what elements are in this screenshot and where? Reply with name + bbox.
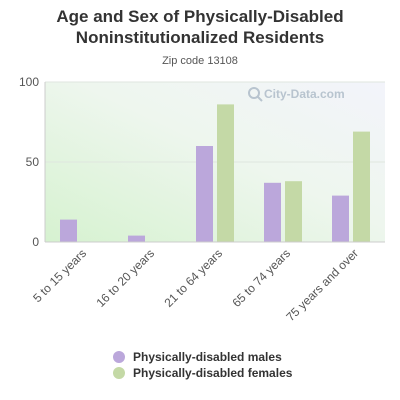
legend-item-females: Physically-disabled females bbox=[113, 365, 292, 381]
legend-item-males: Physically-disabled males bbox=[113, 349, 292, 365]
bar-females-4 bbox=[353, 131, 370, 242]
chart-title: Age and Sex of Physically-Disabled Nonins… bbox=[56, 7, 344, 47]
bar-males-2 bbox=[196, 146, 213, 242]
x-tick-label-2: 21 to 64 years bbox=[161, 246, 225, 310]
bar-males-3 bbox=[264, 182, 281, 242]
bar-females-2 bbox=[217, 104, 234, 243]
watermark-text: City-Data.com bbox=[264, 87, 345, 101]
legend-label-males: Physically-disabled males bbox=[133, 350, 282, 364]
x-tick-label-4: 75 years and over bbox=[283, 246, 361, 324]
bar-females-3 bbox=[285, 181, 302, 242]
chart-subtitle: Zip code 13108 bbox=[162, 55, 238, 67]
x-tick-label-1: 16 to 20 years bbox=[93, 246, 157, 310]
legend-label-females: Physically-disabled females bbox=[133, 366, 293, 380]
y-tick-label-50: 50 bbox=[26, 155, 40, 169]
watermark-magnifier-icon bbox=[248, 87, 263, 102]
y-tick-label-0: 0 bbox=[32, 235, 39, 249]
bar-males-4 bbox=[332, 195, 349, 242]
bar-males-1 bbox=[128, 235, 145, 242]
bar-males-0 bbox=[60, 219, 77, 242]
y-tick-label-100: 100 bbox=[19, 75, 39, 89]
legend-swatch-females bbox=[113, 367, 125, 379]
x-tick-label-3: 65 to 74 years bbox=[229, 246, 293, 310]
legend: Physically-disabled males Physically-dis… bbox=[113, 349, 292, 381]
x-tick-label-0: 5 to 15 years bbox=[30, 246, 89, 305]
legend-swatch-males bbox=[113, 351, 125, 363]
watermark: City-Data.com bbox=[248, 87, 345, 102]
